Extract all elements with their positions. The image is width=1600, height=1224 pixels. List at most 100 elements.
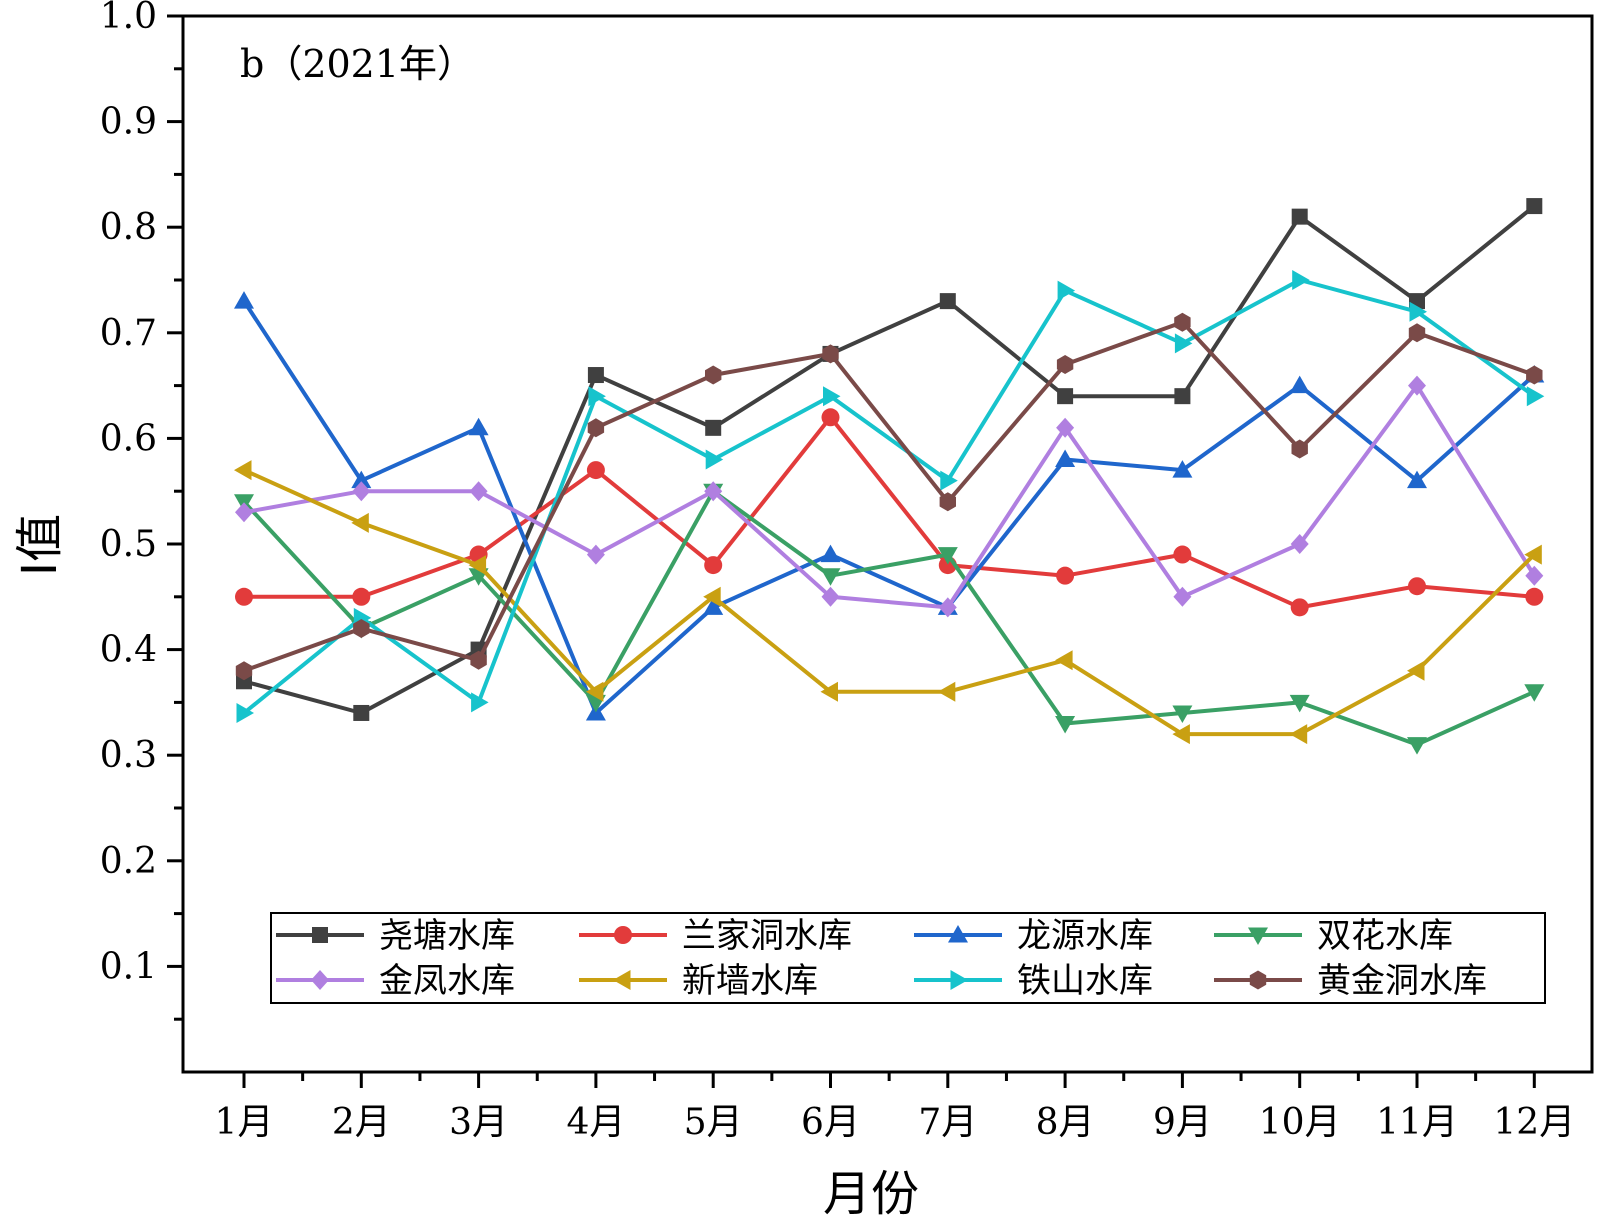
data-point	[471, 692, 489, 713]
y-axis-title: I值	[12, 514, 68, 576]
data-point	[1055, 716, 1076, 734]
data-point	[1173, 545, 1192, 564]
series-line	[243, 204, 1536, 715]
x-tick-label: 10月	[1259, 1102, 1341, 1143]
series-6	[234, 460, 1542, 745]
data-point	[821, 408, 840, 427]
data-point	[585, 681, 604, 702]
data-point	[938, 597, 957, 618]
data-point	[351, 470, 372, 489]
x-tick-label: 6月	[801, 1102, 860, 1143]
data-point	[235, 502, 253, 523]
legend-label: 双花水库	[1317, 916, 1453, 956]
legend-box	[270, 912, 1546, 1004]
legend-label: 尧塘水库	[379, 916, 515, 956]
data-point	[351, 512, 369, 533]
series-layer	[234, 198, 1545, 755]
data-point	[1056, 417, 1075, 438]
data-point	[822, 344, 839, 364]
x-tick-label: 2月	[332, 1102, 391, 1143]
legend-marker	[950, 970, 968, 990]
series-line	[242, 300, 1536, 715]
data-point	[705, 419, 722, 436]
legend-item: 金凤水库	[276, 961, 515, 1001]
data-point	[352, 587, 371, 606]
data-point	[705, 449, 724, 470]
data-point	[1290, 534, 1309, 554]
data-point	[1525, 587, 1544, 606]
legend-item: 龙源水库	[914, 916, 1153, 956]
data-point	[1408, 323, 1426, 343]
legend-item: 尧塘水库	[276, 916, 515, 956]
data-point	[821, 586, 840, 607]
panel-label: b（2021年）	[240, 42, 475, 86]
data-point	[236, 703, 254, 723]
y-axis: 0.1 0.2 0.3 0.4 0.5 0.6 0.7 0.8 0.9 1.0	[100, 0, 183, 1021]
data-point	[940, 470, 958, 491]
legend-marker	[1249, 970, 1267, 990]
legend-item: 双花水库	[1214, 916, 1453, 956]
series-line	[243, 468, 1536, 737]
x-tick-label: 8月	[1036, 1102, 1095, 1143]
series-3	[234, 291, 1545, 721]
series-line	[242, 278, 1536, 715]
y-tick-label: 0.1	[100, 946, 157, 987]
legend-item: 新墙水库	[579, 961, 818, 1001]
data-point	[1407, 660, 1425, 681]
x-tick-label: 7月	[918, 1102, 977, 1143]
data-point	[939, 293, 956, 310]
data-point	[234, 291, 254, 309]
data-point	[1055, 449, 1076, 467]
data-point	[1524, 684, 1545, 702]
legend-label: 黄金洞水库	[1317, 961, 1487, 1001]
data-point	[705, 365, 722, 385]
data-point	[1056, 355, 1074, 374]
data-point	[820, 568, 841, 586]
y-tick-label: 1.0	[100, 0, 157, 37]
data-point	[234, 460, 252, 481]
data-point	[1055, 650, 1073, 671]
data-point	[820, 544, 841, 563]
legend-marker	[312, 927, 328, 943]
data-point	[468, 417, 489, 436]
data-point	[1289, 694, 1310, 713]
data-point	[1291, 208, 1308, 225]
legend-label: 兰家洞水库	[682, 916, 852, 956]
data-point	[703, 597, 724, 615]
data-point	[1525, 565, 1544, 586]
x-tick-label: 3月	[449, 1102, 508, 1143]
x-tick-label: 12月	[1493, 1102, 1575, 1143]
series-5	[235, 375, 1544, 618]
series-4	[234, 483, 1545, 755]
data-point	[1407, 737, 1427, 755]
legend-marker	[311, 970, 329, 990]
y-tick-label: 0.8	[100, 207, 157, 248]
legend-item: 铁山水库	[914, 961, 1153, 1001]
data-point	[352, 481, 371, 502]
series-1	[236, 198, 1543, 721]
data-point	[1056, 566, 1075, 585]
x-tick-label: 9月	[1153, 1102, 1212, 1143]
y-tick-label: 0.4	[100, 630, 157, 671]
legend-label: 金凤水库	[379, 961, 515, 1001]
y-tick-label: 0.6	[100, 418, 157, 459]
data-point	[1289, 724, 1308, 745]
legend-marker	[948, 925, 968, 943]
data-point	[470, 650, 487, 670]
x-tick-label: 5月	[684, 1102, 743, 1143]
data-point	[353, 619, 370, 638]
data-point	[588, 386, 606, 407]
data-point	[1057, 388, 1074, 405]
data-point	[937, 547, 958, 565]
data-point	[468, 555, 487, 576]
data-point	[1524, 544, 1542, 565]
series-7	[236, 270, 1545, 723]
x-tick-label: 4月	[566, 1102, 625, 1143]
data-point	[586, 544, 605, 565]
data-point	[1174, 333, 1193, 354]
data-point	[823, 386, 841, 407]
y-tick-label: 0.9	[100, 102, 157, 143]
data-point	[1172, 705, 1193, 723]
